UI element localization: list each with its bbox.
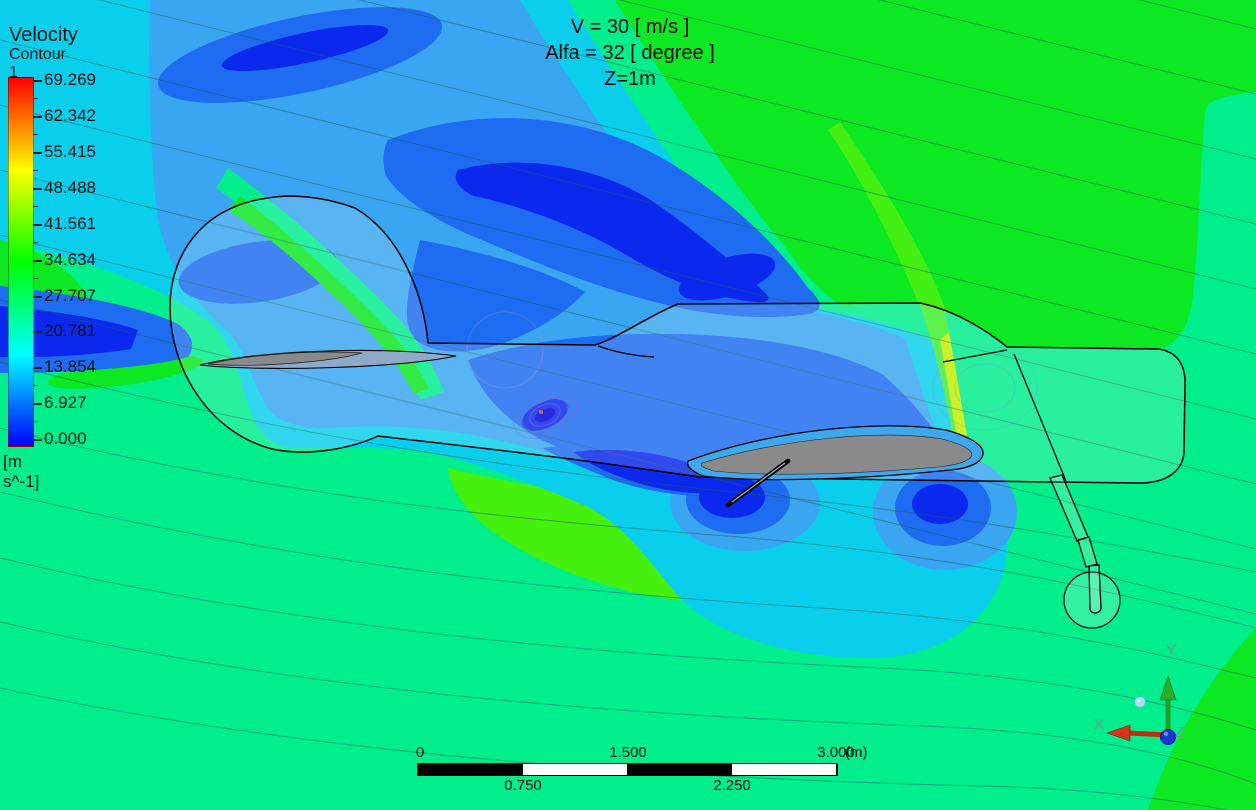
- legend-level: 41.561: [44, 214, 96, 233]
- legend-level: 6.927: [44, 393, 87, 412]
- x-axis-label: X: [1094, 716, 1105, 733]
- axis-triad: Y X Z: [1080, 634, 1256, 810]
- colorbar-minor-tick: [33, 134, 38, 135]
- annotation-slice: Z=1m: [604, 68, 656, 90]
- legend-level: 20.781: [44, 321, 96, 340]
- aircraft-geometry: [169, 195, 1186, 629]
- colorbar-tick: [33, 152, 42, 154]
- ruler-segment: [418, 764, 522, 775]
- wheel-fork: [1088, 564, 1102, 614]
- colorbar-tick: [33, 367, 42, 369]
- z-axis-knob: [1160, 729, 1176, 745]
- scale-ruler: 0 1.500 3.000 (m) 0.750 2.250: [415, 744, 897, 800]
- origin-sphere-highlight: [1136, 698, 1141, 703]
- legend-level: 62.342: [44, 106, 96, 125]
- fuselage-detail-lines: [597, 345, 1067, 482]
- fuselage-silhouette: [169, 195, 1186, 484]
- ruler-segment: [521, 764, 628, 775]
- z-knob-highlight: [1163, 731, 1169, 737]
- y-axis-arrowhead: [1159, 675, 1177, 701]
- ruler-label-3000: 3.000: [817, 744, 855, 761]
- tail-bright-strip: [228, 196, 429, 394]
- y-axis-label: Y: [1166, 642, 1177, 659]
- ruler-segment: [627, 764, 732, 775]
- colorbar-tick: [33, 188, 42, 190]
- legend-level: 27.707: [44, 286, 96, 305]
- case-annotation: V = 30 [ m/s ] Alfa = 32 [ degree ] Z=1m: [430, 14, 830, 92]
- colorbar: [8, 77, 34, 447]
- aileron-strut-highlight: [731, 462, 786, 503]
- x-axis-arrowhead: [1106, 724, 1131, 742]
- colorbar-tick: [33, 224, 42, 226]
- colorbar-minor-tick: [33, 98, 38, 99]
- colorbar-tick: [33, 296, 42, 298]
- legend-level: 48.488: [44, 178, 96, 197]
- origin-sphere: [1134, 696, 1146, 708]
- stabilizer-airfoil: [207, 351, 363, 366]
- ruler-label-0: 0: [415, 744, 425, 761]
- colorbar-tick: [33, 331, 42, 333]
- contour-rings: [466, 311, 1038, 440]
- ruler-label-1500: 1.500: [609, 744, 647, 761]
- annotation-velocity: V = 30 [ m/s ]: [570, 16, 690, 38]
- colorbar-minor-tick: [33, 313, 38, 314]
- colorbar-minor-tick: [33, 170, 38, 171]
- colorbar-minor-tick: [33, 349, 38, 350]
- colorbar-tick: [33, 260, 42, 262]
- legend-level: 34.634: [44, 250, 96, 269]
- legend-level: 55.415: [44, 142, 96, 161]
- wing-airfoil: [700, 434, 973, 475]
- axis-triad-arrows: [1106, 675, 1177, 745]
- annotation-alpha: Alfa = 32 [ degree ]: [545, 42, 715, 64]
- colorbar-minor-tick: [33, 421, 38, 422]
- legend-unit: [m s^-1]: [3, 452, 40, 491]
- legend-title: Velocity: [9, 24, 78, 46]
- colorbar-minor-tick: [33, 385, 38, 386]
- z-axis-label: Z: [1175, 724, 1185, 741]
- colorbar-tick: [33, 439, 42, 441]
- ruler-label-0750: 0.750: [504, 777, 542, 794]
- colorbar-tick: [33, 403, 42, 405]
- wake-deepblue: [0, 25, 968, 524]
- colorbar-tick: [33, 116, 42, 118]
- colorbar-minor-tick: [33, 278, 38, 279]
- vortex-center-dot: [539, 410, 543, 414]
- legend-level: 0.000: [44, 429, 87, 448]
- ruler-unit: (m): [845, 744, 868, 761]
- wheel: [1063, 571, 1121, 629]
- ruler-segment: [731, 764, 837, 775]
- legend-subtitle: Contour 1: [9, 46, 66, 81]
- legend-level: 69.269: [44, 70, 96, 89]
- legend-level: 13.854: [44, 357, 96, 376]
- colorbar-minor-tick: [33, 242, 38, 243]
- landing-gear: [1049, 474, 1121, 629]
- ruler-label-2250: 2.250: [713, 777, 751, 794]
- colorbar-minor-tick: [33, 206, 38, 207]
- ruler-bar: [417, 763, 838, 776]
- colorbar-tick: [33, 80, 42, 82]
